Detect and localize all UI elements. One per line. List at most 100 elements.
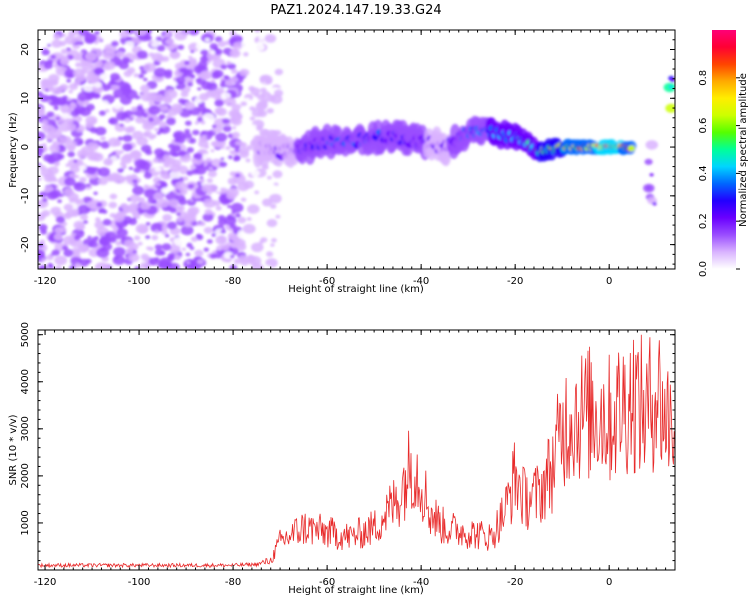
spectrogram-cell bbox=[201, 134, 207, 139]
spectrogram-cell bbox=[39, 239, 46, 244]
spectrogram-cell bbox=[112, 150, 122, 157]
spectrogram-cell bbox=[63, 203, 73, 211]
snr-ylabel: SNR (10 * v/v) bbox=[8, 414, 19, 485]
spectrogram-cell bbox=[246, 217, 252, 221]
spectrogram-cell bbox=[159, 159, 164, 163]
spectrogram-cell bbox=[58, 136, 67, 143]
spectrogram-cell bbox=[76, 198, 85, 205]
spectrogram-cell bbox=[73, 55, 81, 61]
spectrogram-cell bbox=[207, 191, 212, 196]
spectrogram-cell bbox=[100, 242, 106, 246]
y-tick-label: -20 bbox=[20, 236, 31, 252]
spectrogram-cell bbox=[95, 48, 103, 54]
spectrogram-cell bbox=[46, 59, 54, 65]
spectrogram-cell bbox=[212, 69, 224, 78]
spectrogram-cell bbox=[211, 82, 216, 86]
spectrogram-cell bbox=[168, 199, 180, 208]
spectrogram-cell bbox=[190, 236, 198, 242]
spectrogram-cell bbox=[267, 64, 277, 72]
spectrogram-cell bbox=[73, 83, 78, 87]
spectrogram-cell bbox=[272, 170, 283, 179]
spectrogram-cell bbox=[203, 226, 213, 234]
spectrogram-cell bbox=[60, 48, 68, 55]
spectrogram-cell bbox=[169, 170, 182, 180]
x-tick-label: -100 bbox=[128, 276, 151, 287]
spectrogram-cell bbox=[124, 126, 134, 134]
spectrogram-cell bbox=[266, 219, 278, 228]
spectrogram-cell bbox=[248, 51, 262, 62]
spectrogram-cell bbox=[194, 249, 204, 257]
spectrogram-cell bbox=[170, 80, 178, 87]
spectrogram-cell bbox=[244, 30, 252, 34]
x-tick-label: -120 bbox=[34, 276, 57, 287]
spectrogram-cell bbox=[199, 221, 206, 227]
spectrogram-ylabel: Frequency (Hz) bbox=[8, 112, 19, 188]
spectrogram-cell bbox=[148, 52, 155, 57]
spectrogram-cell bbox=[38, 146, 44, 155]
spectrogram-cell bbox=[155, 36, 163, 42]
spectrogram-cell bbox=[174, 132, 182, 139]
spectrogram-cell bbox=[261, 49, 274, 59]
spectrogram-cell bbox=[41, 258, 46, 262]
spectrogram-cell bbox=[73, 235, 81, 241]
spectrogram-cell bbox=[120, 236, 126, 240]
spectrogram-cell bbox=[209, 43, 218, 50]
spectrogram-cell bbox=[162, 214, 173, 222]
spectrogram-cell bbox=[47, 166, 59, 175]
spectrogram-cell bbox=[221, 244, 230, 251]
spectrogram-cell bbox=[254, 190, 260, 195]
spectrogram-cell bbox=[55, 216, 65, 224]
spectrogram-cell bbox=[140, 253, 149, 260]
spectrogram-cell bbox=[145, 123, 151, 128]
spectrogram-cell bbox=[138, 197, 146, 203]
spectrogram-cell bbox=[219, 161, 228, 168]
spectrogram-cell bbox=[240, 101, 248, 107]
spectrogram-cell bbox=[158, 114, 166, 120]
spectrogram-cell bbox=[186, 170, 194, 176]
spectrogram-cell bbox=[62, 235, 76, 245]
spectrogram-cell bbox=[86, 200, 97, 209]
spectrogram-cell bbox=[240, 142, 248, 148]
x-tick-label: -60 bbox=[319, 577, 335, 588]
spectrogram-cell bbox=[210, 79, 216, 84]
spectrogram-cell bbox=[38, 201, 42, 206]
spectrogram-cell bbox=[272, 111, 279, 117]
spectrogram-cell bbox=[73, 181, 86, 192]
spectrogram-cell bbox=[185, 252, 191, 257]
spectrogram-cell bbox=[49, 144, 60, 153]
spectrogram-cell bbox=[227, 177, 238, 185]
spectrogram-cell bbox=[38, 131, 46, 141]
spectrogram-cell bbox=[42, 119, 49, 125]
spectrogram-cell bbox=[53, 105, 60, 111]
spectrogram-cell bbox=[158, 257, 172, 268]
spectrogram-cell bbox=[649, 173, 654, 177]
spectrogram-cell bbox=[268, 184, 280, 194]
spectrogram-cell bbox=[243, 52, 249, 57]
spectrogram-cell bbox=[200, 120, 206, 125]
spectrogram-cell bbox=[51, 39, 63, 48]
spectrogram-cell bbox=[50, 54, 56, 60]
spectrogram-cell bbox=[187, 183, 195, 189]
spectrogram-cell bbox=[83, 220, 88, 224]
spectrogram-cell bbox=[145, 235, 151, 240]
spectrogram-cell bbox=[245, 66, 250, 69]
spectrogram-cell bbox=[202, 113, 215, 123]
spectrogram-cell bbox=[129, 202, 139, 211]
colorbar-tick-label: 0.8 bbox=[698, 70, 709, 86]
spectrogram-cell bbox=[95, 60, 104, 68]
spectrogram-cell bbox=[227, 204, 232, 209]
spectrogram-cell bbox=[188, 55, 193, 60]
spectrogram-cell bbox=[122, 143, 133, 152]
spectrogram-cell bbox=[151, 134, 157, 139]
spectrogram-cell bbox=[68, 90, 73, 94]
spectrogram-cell bbox=[206, 178, 213, 184]
spectrogram-cell bbox=[206, 239, 213, 244]
spectrogram-cell bbox=[155, 182, 161, 187]
spectrogram-cell bbox=[150, 222, 164, 233]
spectrogram-cell bbox=[154, 244, 163, 250]
spectrogram-cell bbox=[133, 167, 141, 173]
spectrogram-cell bbox=[250, 169, 260, 177]
spectrogram-cell bbox=[39, 191, 48, 198]
spectrogram-cell bbox=[137, 241, 143, 246]
spectrogram-cell bbox=[670, 78, 675, 83]
